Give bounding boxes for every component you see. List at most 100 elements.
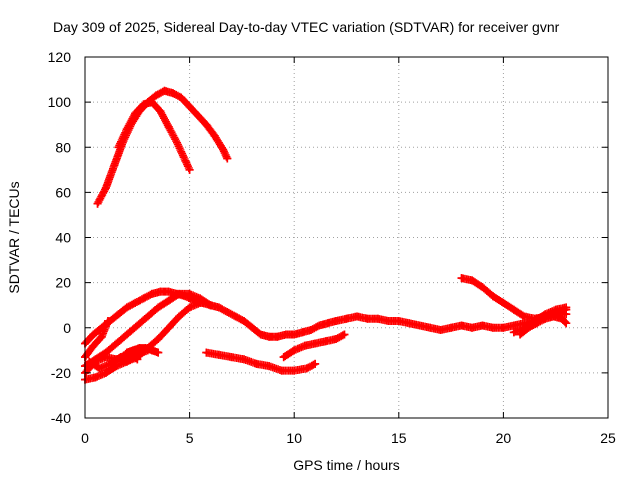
data-point: [156, 287, 165, 296]
data-point: [129, 346, 138, 355]
data-point: [468, 323, 477, 332]
data-point: [239, 355, 248, 364]
data-point: [524, 323, 533, 332]
y-tick-label: 120: [48, 49, 72, 65]
data-point: [114, 310, 123, 319]
data-point: [122, 125, 131, 134]
data-point: [112, 339, 121, 348]
data-point: [457, 321, 466, 330]
y-tick-label: -40: [51, 410, 71, 426]
data-point: [164, 122, 173, 131]
series-arc-2: [114, 98, 194, 174]
data-point: [252, 359, 261, 368]
data-point: [279, 353, 288, 362]
data-point: [532, 319, 541, 328]
data-point: [89, 341, 98, 350]
data-point: [154, 348, 163, 357]
data-point: [256, 330, 265, 339]
data-point: [156, 107, 165, 116]
y-axis-tick-labels: -40 -20 0 20 40 60 80 100 120: [48, 49, 72, 426]
data-point: [306, 326, 315, 335]
data-point: [206, 301, 215, 310]
data-point: [342, 314, 351, 323]
data-point: [290, 366, 299, 375]
grid-lines: [85, 57, 608, 418]
data-point: [394, 316, 403, 325]
data-point: [311, 359, 320, 368]
data-point: [164, 296, 173, 305]
data-point: [164, 287, 173, 296]
data-point: [405, 319, 414, 328]
data-point: [106, 359, 115, 368]
x-tick-label: 0: [81, 430, 89, 446]
data-point: [210, 131, 219, 140]
data-point: [520, 312, 529, 321]
data-point: [101, 353, 110, 362]
data-point: [562, 303, 571, 312]
data-point: [509, 328, 518, 337]
data-point: [447, 323, 456, 332]
data-point: [340, 330, 349, 339]
data-point: [131, 109, 140, 118]
data-point: [101, 183, 110, 192]
data-point: [152, 91, 161, 100]
y-axis-label: SDTVAR / TECUs: [6, 181, 22, 293]
data-point: [133, 321, 142, 330]
axis-ticks: [84, 56, 609, 419]
x-tick-label: 25: [600, 430, 616, 446]
data-point: [239, 316, 248, 325]
data-point: [214, 350, 223, 359]
data-point: [185, 289, 194, 298]
data-point: [185, 303, 194, 312]
data-point: [93, 199, 102, 208]
y-tick-label: 20: [55, 275, 71, 291]
x-tick-label: 20: [496, 430, 512, 446]
data-point: [231, 312, 240, 321]
data-point: [141, 344, 150, 353]
data-point: [457, 274, 466, 283]
data-point: [265, 362, 274, 371]
data-point: [302, 364, 311, 373]
x-tick-label: 10: [286, 430, 302, 446]
data-point: [185, 165, 194, 174]
data-point: [298, 328, 307, 337]
data-point: [541, 314, 550, 323]
x-tick-label: 15: [391, 430, 407, 446]
data-point: [143, 312, 152, 321]
data-point: [214, 303, 223, 312]
data-point: [311, 339, 320, 348]
data-point: [551, 305, 560, 314]
data-point: [95, 364, 104, 373]
data-point: [273, 332, 282, 341]
data-point: [154, 303, 163, 312]
data-point: [122, 348, 131, 357]
y-tick-label: -20: [51, 365, 71, 381]
data-point: [363, 314, 372, 323]
data-point: [110, 161, 119, 170]
y-tick-label: 60: [55, 184, 71, 200]
data-point: [131, 298, 140, 307]
data-point: [290, 346, 299, 355]
data-point: [373, 314, 382, 323]
data-point: [175, 312, 184, 321]
series-arc-14: [516, 312, 571, 339]
data-point: [122, 330, 131, 339]
series-arc-9: [116, 344, 163, 364]
data-point: [516, 330, 525, 339]
data-point: [384, 316, 393, 325]
data-point: [202, 120, 211, 129]
data-point: [468, 276, 477, 285]
series-arc-1: [93, 86, 232, 208]
data-point: [415, 321, 424, 330]
data-point: [300, 341, 309, 350]
data-point: [91, 373, 100, 382]
data-point: [332, 335, 341, 344]
data-point: [290, 330, 299, 339]
data-point: [139, 294, 148, 303]
data-point: [281, 330, 290, 339]
data-point: [488, 292, 497, 301]
data-point: [332, 316, 341, 325]
data-point: [426, 323, 435, 332]
data-point: [277, 366, 286, 375]
data-point: [160, 86, 169, 95]
